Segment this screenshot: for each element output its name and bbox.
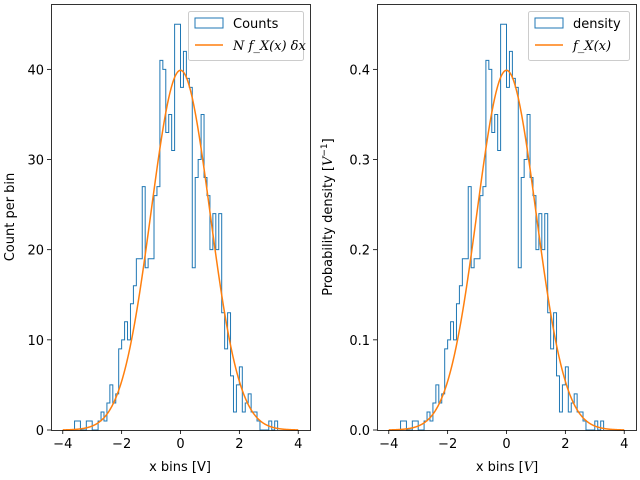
- x-tick-label: 0: [176, 437, 184, 452]
- y-tick-label: 0.2: [349, 244, 370, 259]
- y-tick-label: 0: [36, 424, 44, 439]
- legend-label-curve: f_X(x): [572, 39, 611, 54]
- x-label-text: x bins [: [476, 460, 524, 475]
- x-axis-label: x bins [V]: [149, 460, 211, 475]
- y-tick-label: 20: [27, 244, 44, 259]
- legend: Counts N f_X(x) δx: [188, 11, 307, 61]
- y-tick-label: 0.0: [349, 424, 370, 439]
- legend-box: [528, 11, 630, 61]
- x-tick-label: −2: [438, 437, 457, 452]
- x-tick-label: 4: [620, 437, 628, 452]
- x-tick-label: −4: [53, 437, 72, 452]
- right-density-axes: −4 −2 0 2 40.00.10.20.30.4 x bins [V] Probab…: [320, 4, 637, 475]
- x-axis-label: x bins [V]: [476, 460, 538, 475]
- legend: density f_X(x): [528, 11, 630, 61]
- axes-frame: [377, 4, 637, 431]
- legend-swatch-counts: [194, 17, 224, 29]
- legend-label-curve: N f_X(x) δx: [232, 39, 307, 54]
- x-label-unit: V: [524, 460, 535, 475]
- y-label-text: Probability density [: [321, 166, 336, 296]
- y-axis-label: Probability density [V−1]: [320, 138, 336, 295]
- axes-frame: [51, 4, 311, 431]
- y-label-exponent: −1: [320, 143, 330, 156]
- legend-label-curve-text: N f_X(x) δx: [232, 39, 307, 54]
- legend-box: [188, 11, 304, 61]
- x-tick-label: 0: [502, 437, 510, 452]
- y-tick-label: 0.3: [349, 154, 370, 169]
- x-tick-label: −4: [379, 437, 398, 452]
- y-tick-label: 0.1: [349, 334, 370, 349]
- legend-label-counts: Counts: [233, 17, 279, 32]
- legend-label-density: density: [573, 17, 621, 32]
- y-tick-label: 40: [27, 63, 44, 78]
- y-label-unit: V: [321, 155, 336, 166]
- y-axis-label: Count per bin: [3, 173, 18, 262]
- expected-count-curve: [62, 69, 299, 431]
- x-tick-label: 4: [294, 437, 302, 452]
- pdf-curve: [388, 69, 625, 431]
- legend-swatch-density: [534, 17, 564, 29]
- x-tick-label: 2: [235, 437, 243, 452]
- x-tick-label: −2: [112, 437, 131, 452]
- y-label-close: ]: [321, 138, 336, 143]
- y-tick-label: 30: [27, 154, 44, 169]
- x-label-close: ]: [533, 460, 538, 475]
- counts-histogram-step: [74, 23, 279, 431]
- y-tick-label: 10: [27, 334, 44, 349]
- x-tick-label: 2: [561, 437, 569, 452]
- density-histogram-step: [400, 23, 605, 431]
- y-tick-label: 0.4: [349, 63, 370, 78]
